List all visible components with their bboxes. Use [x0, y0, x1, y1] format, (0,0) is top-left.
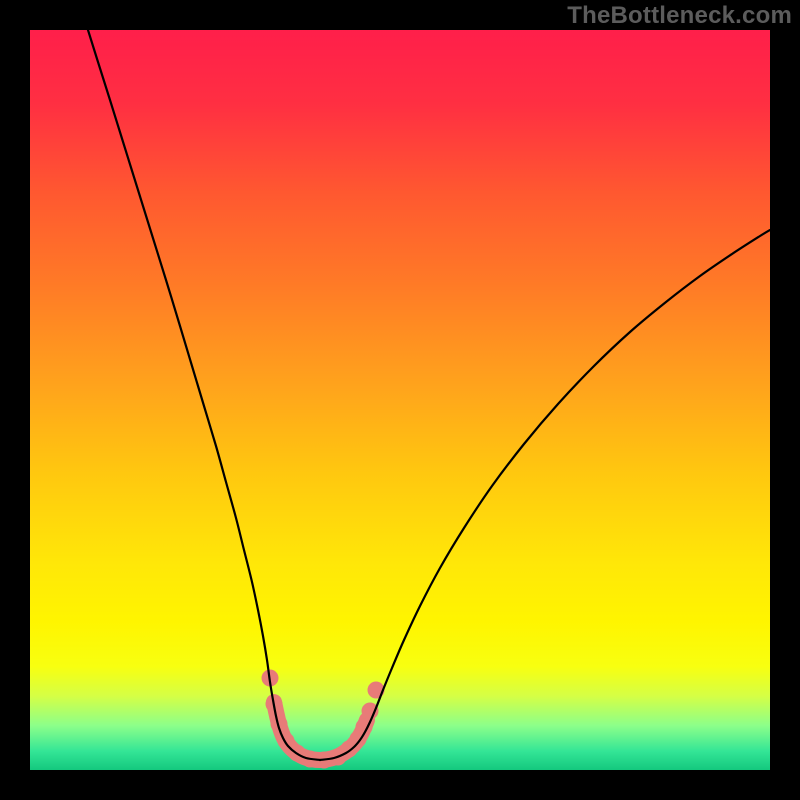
- chart-stage: TheBottleneck.com: [0, 0, 800, 800]
- bottleneck-curve-left-branch: [88, 30, 320, 760]
- curve-overlay: [30, 30, 770, 770]
- bottleneck-curve-right-branch: [320, 230, 770, 760]
- watermark-text: TheBottleneck.com: [567, 2, 792, 30]
- plot-area: [30, 30, 770, 770]
